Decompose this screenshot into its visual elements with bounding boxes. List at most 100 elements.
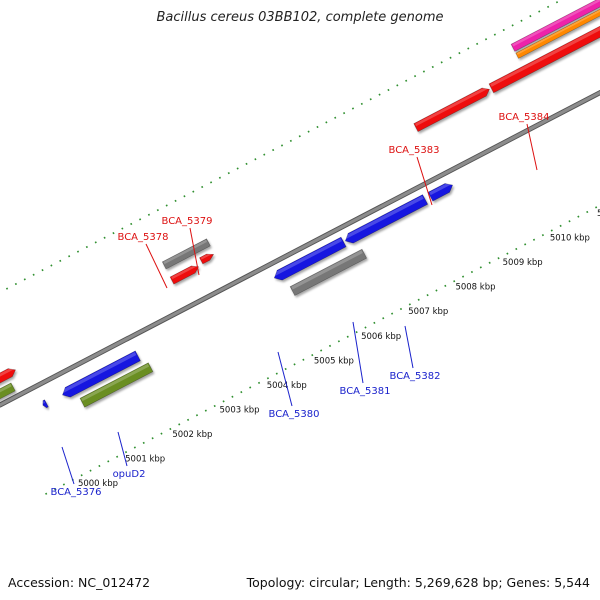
bottom-ruler-tick xyxy=(435,289,438,292)
bottom-ruler-tick xyxy=(595,206,598,209)
page-title: Bacillus cereus 03BB102, complete genome xyxy=(156,10,444,25)
bottom-ruler-tick xyxy=(249,386,252,389)
gene-label-leader xyxy=(145,243,168,289)
bottom-ruler-tick xyxy=(302,358,305,361)
bottom-ruler-tick xyxy=(524,243,527,246)
bottom-ruler-tick xyxy=(151,437,154,440)
bottom-ruler-tick xyxy=(275,372,278,375)
top-ruler-tick xyxy=(511,24,514,27)
gene-label: opuD2 xyxy=(113,469,146,480)
top-ruler-tick xyxy=(218,176,222,179)
bottom-ruler-tick xyxy=(479,266,482,269)
top-ruler-tick xyxy=(201,185,204,189)
bottom-ruler-tick xyxy=(213,404,216,408)
bottom-ruler-tick xyxy=(311,354,314,357)
gene-arrow-highlight xyxy=(429,181,452,196)
red-gene-arrow xyxy=(199,253,215,265)
bottom-ruler-tick xyxy=(142,441,145,445)
kbp-tick-label: 5010 kbp xyxy=(550,233,590,243)
bottom-ruler-tick xyxy=(124,451,128,454)
blue-gene-arrow xyxy=(344,194,429,244)
kbp-tick-label: 5006 kbp xyxy=(361,332,401,342)
top-ruler-tick xyxy=(493,33,496,36)
olive-gene-arrow xyxy=(79,362,154,408)
bottom-ruler-tick xyxy=(461,275,465,278)
top-ruler-tick xyxy=(59,259,62,263)
top-ruler-tick xyxy=(280,144,284,147)
top-ruler-tick xyxy=(334,116,337,119)
bottom-ruler-tick xyxy=(328,344,332,348)
gene-arrow-highlight xyxy=(171,264,198,280)
bottom-ruler-tick xyxy=(222,400,225,403)
bottom-ruler-tick xyxy=(515,247,518,251)
gene-arrow-highlight xyxy=(42,400,46,404)
top-ruler-tick xyxy=(298,135,301,138)
bottom-ruler-tick xyxy=(293,363,296,366)
bottom-ruler-tick xyxy=(550,229,553,232)
kbp-tick-label: 5001 kbp xyxy=(125,455,165,465)
kbp-tick-label: 5011 kbp xyxy=(597,209,600,219)
gene-arrow-highlight xyxy=(516,9,600,55)
gene-arrow-highlight xyxy=(200,252,213,260)
bottom-ruler-tick xyxy=(178,423,181,426)
top-ruler-tick xyxy=(405,79,408,82)
top-ruler-tick xyxy=(165,204,168,207)
top-ruler-tick xyxy=(369,98,372,101)
top-ruler-tick xyxy=(502,28,505,32)
top-ruler-tick xyxy=(351,107,355,110)
bottom-ruler-tick xyxy=(53,487,57,491)
gene-label-leader xyxy=(61,446,75,485)
top-ruler-tick xyxy=(467,47,470,50)
top-ruler-tick xyxy=(378,93,381,96)
gene-label: BCA_5380 xyxy=(269,409,320,420)
gene-label: BCA_5382 xyxy=(390,371,441,382)
genome-summary: Topology: circular; Length: 5,269,628 bp… xyxy=(246,575,590,590)
top-ruler-tick xyxy=(396,84,399,87)
bottom-ruler-tick xyxy=(133,446,136,449)
top-ruler-tick xyxy=(130,222,133,226)
top-ruler-tick xyxy=(325,121,328,124)
gene-arrow-highlight xyxy=(273,238,342,277)
top-ruler-tick xyxy=(449,56,452,59)
bottom-ruler-tick xyxy=(453,280,456,283)
bottom-ruler-tick xyxy=(497,257,500,260)
gene-label: BCA_5376 xyxy=(51,487,102,498)
gene-label-leader xyxy=(526,123,538,171)
top-ruler-tick xyxy=(121,227,124,230)
bottom-ruler-tick xyxy=(257,381,261,384)
bottom-ruler-tick xyxy=(266,377,270,380)
bottom-ruler-tick xyxy=(470,270,474,274)
bottom-ruler-tick xyxy=(364,326,367,329)
top-ruler-tick xyxy=(529,15,532,18)
top-ruler-tick xyxy=(342,111,346,115)
top-ruler-tick xyxy=(387,88,390,92)
bottom-ruler-tick xyxy=(399,307,403,311)
bottom-ruler-tick xyxy=(346,335,349,338)
gene-label-leader xyxy=(117,431,128,467)
bottom-ruler-tick xyxy=(337,340,340,343)
top-ruler-tick xyxy=(76,250,80,253)
top-ruler-tick xyxy=(14,282,18,286)
blue-gene-arrow xyxy=(42,399,49,409)
bottom-ruler-tick xyxy=(541,233,544,237)
olive-gene-arrow xyxy=(0,382,16,400)
top-ruler-tick xyxy=(547,5,550,9)
top-ruler-tick xyxy=(103,236,106,239)
bottom-ruler-tick xyxy=(426,294,429,297)
top-ruler-tick xyxy=(360,102,363,106)
top-ruler-tick xyxy=(555,1,559,4)
top-ruler-tick xyxy=(32,273,35,276)
red-gene-arrow xyxy=(488,25,600,94)
bottom-ruler-tick xyxy=(444,284,447,288)
blue-gene-arrow xyxy=(273,236,347,281)
red-gene-arrow xyxy=(413,87,490,133)
top-ruler-tick xyxy=(289,139,292,142)
gene-label: BCA_5383 xyxy=(389,145,440,156)
kbp-tick-label: 5003 kbp xyxy=(220,405,260,415)
top-ruler-tick xyxy=(245,162,248,166)
gene-label-leader xyxy=(416,156,433,206)
bottom-ruler-tick xyxy=(204,409,207,412)
bottom-ruler-tick xyxy=(160,432,163,435)
gene-label-leader xyxy=(404,325,414,369)
